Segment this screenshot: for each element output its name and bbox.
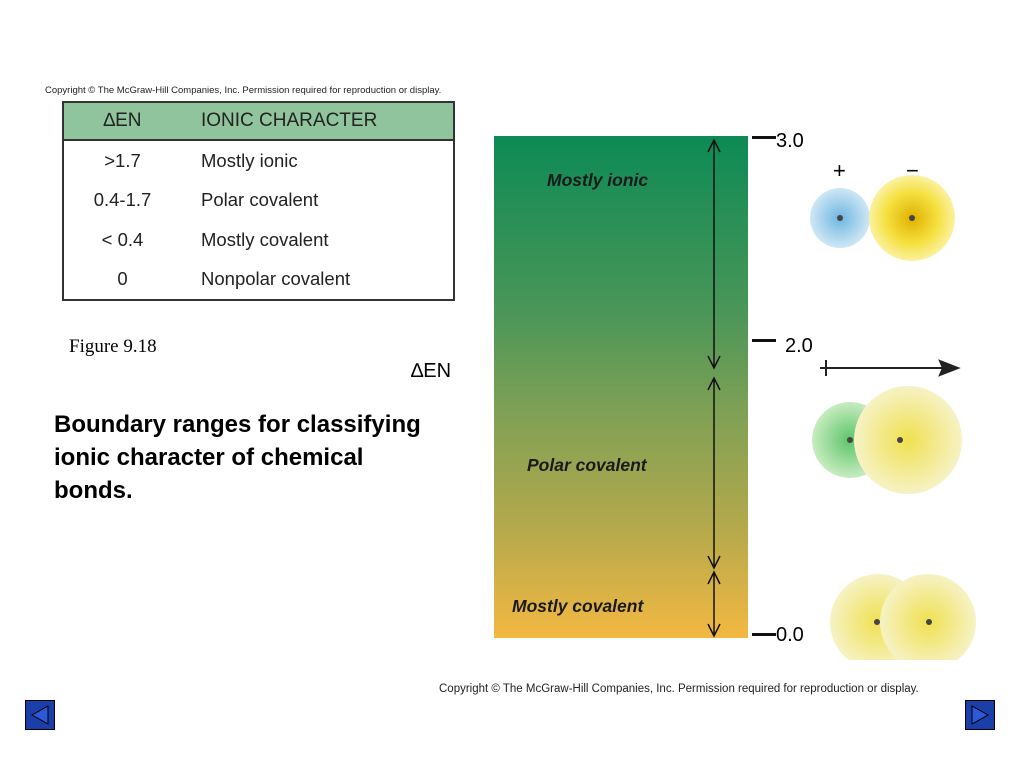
axis-label: ∆EN bbox=[411, 360, 452, 382]
caption: Boundary ranges for classifying ionic ch… bbox=[54, 411, 421, 504]
tick-mark bbox=[752, 339, 776, 342]
range-arrows bbox=[707, 138, 721, 638]
header-delta-en: ∆EN bbox=[63, 102, 181, 141]
cell: >1.7 bbox=[104, 149, 141, 171]
polar-bond-icon bbox=[812, 386, 962, 494]
covalent-range-arrow bbox=[707, 570, 721, 638]
table-row: 0 Nonpolar covalent bbox=[63, 260, 454, 301]
cell: < 0.4 bbox=[101, 228, 144, 250]
plus-sign: + bbox=[833, 158, 846, 183]
tick-mark bbox=[752, 633, 776, 636]
cell: Mostly ionic bbox=[201, 149, 298, 171]
cell: Nonpolar covalent bbox=[201, 268, 351, 290]
cell: Polar covalent bbox=[201, 189, 319, 211]
copyright-notice: Copyright © The McGraw-Hill Companies, I… bbox=[45, 85, 442, 96]
cell: 0 bbox=[117, 268, 128, 290]
bond-illustrations bbox=[810, 175, 976, 660]
polar-range-arrow bbox=[707, 376, 721, 570]
tick-0: 0.0 bbox=[776, 624, 804, 646]
ionic-bond-icon bbox=[810, 175, 955, 261]
table-row: >1.7 Mostly ionic bbox=[63, 140, 454, 181]
label-mostly-covalent: Mostly covalent bbox=[512, 596, 644, 616]
dipole-arrow-icon bbox=[820, 359, 961, 377]
next-slide-button[interactable] bbox=[965, 700, 995, 730]
tick-mark bbox=[752, 136, 776, 139]
table-row: < 0.4 Mostly covalent bbox=[63, 220, 454, 260]
cell: Mostly covalent bbox=[201, 228, 329, 250]
ionic-range-arrow bbox=[707, 138, 721, 370]
label-mostly-ionic: Mostly ionic bbox=[547, 170, 649, 190]
covalent-bond-icon bbox=[830, 574, 976, 660]
cell: 0.4-1.7 bbox=[93, 189, 152, 211]
table-row: 0.4-1.7 Polar covalent bbox=[63, 181, 454, 221]
copyright-notice-figure: Copyright © The McGraw-Hill Companies, I… bbox=[439, 683, 919, 695]
tick-2: 2.0 bbox=[785, 335, 813, 357]
label-polar-covalent: Polar covalent bbox=[527, 455, 647, 475]
tick-3: 3.0 bbox=[776, 130, 804, 152]
arrow-left-icon bbox=[30, 705, 49, 725]
gradient-bar bbox=[494, 136, 748, 638]
figure-label: Figure 9.18 bbox=[69, 336, 157, 357]
header-ionic-character: IONIC CHARACTER bbox=[181, 102, 454, 141]
previous-slide-button[interactable] bbox=[25, 700, 55, 730]
arrow-right-icon bbox=[971, 705, 990, 725]
table-header: ∆EN IONIC CHARACTER bbox=[63, 102, 454, 141]
ionic-character-table: ∆EN IONIC CHARACTER >1.7 Mostly ionic 0.4-… bbox=[62, 101, 455, 301]
